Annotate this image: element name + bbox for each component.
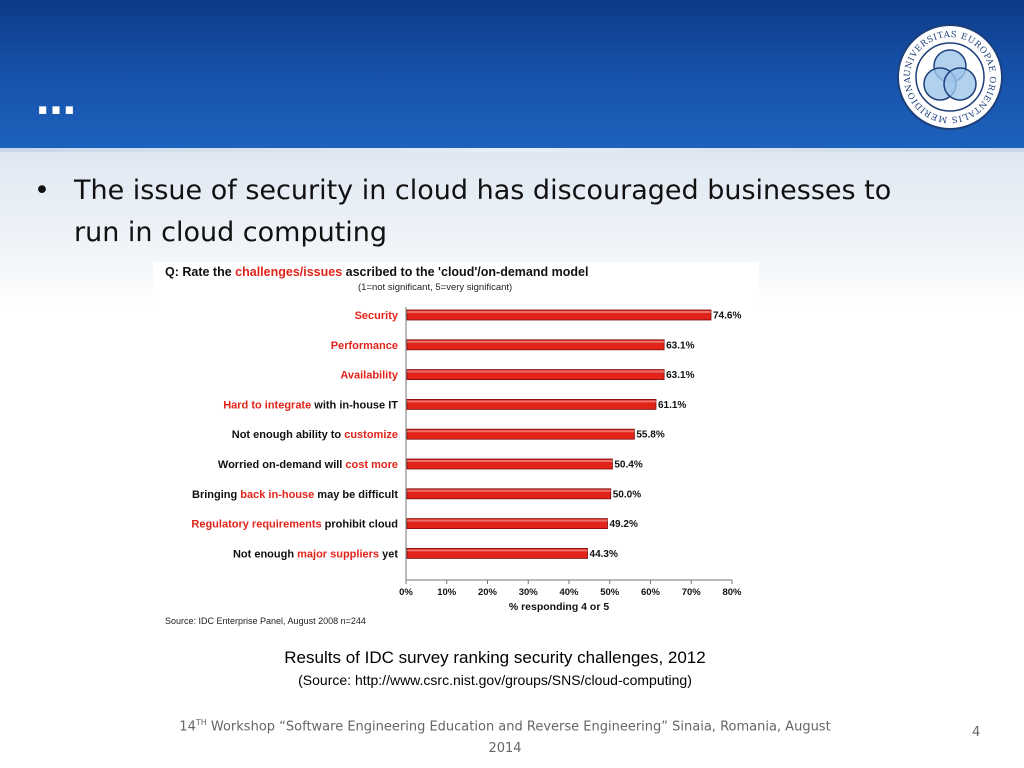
category-label-part: Bringing: [192, 489, 240, 501]
footer-superscript: TH: [195, 718, 207, 727]
chart-title-part: Q: Rate the: [165, 265, 235, 279]
data-label: 63.1%: [666, 340, 694, 351]
bar: [406, 398, 657, 410]
data-label: 44.3%: [590, 549, 618, 560]
chart-caption: Results of IDC survey ranking security c…: [284, 648, 706, 667]
bar: [406, 518, 608, 530]
category-label-part: cost more: [345, 459, 398, 471]
category-label: Performance: [331, 340, 398, 352]
bar-highlight: [407, 519, 608, 522]
category-label: Hard to integrate with in-house IT: [223, 399, 398, 411]
category-label-part: yet: [379, 548, 398, 560]
category-label-part: Not enough ability to: [232, 429, 344, 441]
category-label: Security: [355, 310, 399, 322]
category-label: Worried on-demand will cost more: [218, 459, 398, 471]
category-label-part: may be difficult: [314, 489, 398, 501]
chart-source-caption: (Source: http://www.csrc.nist.gov/groups…: [298, 672, 692, 688]
chart-subtitle: (1=not significant, 5=very significant): [358, 282, 512, 293]
bullet-dot-icon: •: [34, 175, 50, 206]
category-label-part: Not enough: [233, 548, 297, 560]
x-tick-label: 50%: [600, 587, 620, 598]
x-tick-label: 40%: [559, 587, 579, 598]
bar-highlight: [407, 340, 665, 343]
chart-image: Q: Rate the challenges/issues ascribed t…: [153, 262, 759, 632]
bar: [406, 488, 612, 500]
category-label-part: back in-house: [240, 489, 314, 501]
data-label: 55.8%: [636, 430, 664, 441]
bar: [406, 547, 588, 559]
footer-number: 14: [179, 719, 196, 735]
data-label: 74.6%: [713, 311, 741, 322]
bar-highlight: [407, 370, 665, 373]
chart-source-note: Source: IDC Enterprise Panel, August 200…: [165, 616, 366, 626]
category-label-part: Regulatory requirements: [191, 519, 321, 531]
bar-highlight: [407, 311, 711, 313]
category-label: Not enough major suppliers yet: [233, 548, 398, 560]
survey-bar-chart: Q: Rate the challenges/issues ascribed t…: [165, 265, 742, 626]
category-label-part: with in-house IT: [311, 399, 398, 411]
category-label: Bringing back in-house may be difficult: [192, 489, 398, 501]
chart-title: Q: Rate the challenges/issues ascribed t…: [165, 265, 588, 279]
data-label: 50.0%: [613, 489, 641, 500]
category-label-part: Worried on-demand will: [218, 459, 346, 471]
category-label-part: Security: [355, 310, 399, 322]
bar-highlight: [407, 489, 611, 492]
slide-footer: 14TH Workshop “Software Engineering Educ…: [170, 712, 840, 760]
bar-highlight: [407, 549, 588, 552]
bar-highlight: [407, 430, 635, 433]
university-seal-logo: UNIVERSITAS EUROPAE ORIENTALIS MERIDIONA…: [896, 18, 1003, 130]
bar: [406, 339, 665, 351]
chart-title-part: ascribed to the 'cloud'/on-demand model: [342, 265, 588, 279]
category-label-part: Availability: [340, 370, 399, 382]
x-tick-label: 60%: [641, 587, 661, 598]
header-divider: [0, 148, 1024, 152]
x-axis-label: % responding 4 or 5: [509, 601, 610, 613]
x-tick-label: 10%: [437, 587, 457, 598]
category-label-part: customize: [344, 429, 398, 441]
data-label: 63.1%: [666, 370, 694, 381]
bar: [406, 428, 635, 440]
category-label-part: Performance: [331, 340, 398, 352]
bar: [406, 458, 613, 470]
x-tick-label: 80%: [722, 587, 742, 598]
slide-title: …: [36, 78, 77, 124]
category-label: Regulatory requirements prohibit cloud: [191, 519, 398, 531]
slide-header: [0, 0, 1024, 148]
bar: [406, 309, 712, 321]
category-label: Not enough ability to customize: [232, 429, 398, 441]
category-label: Availability: [340, 370, 399, 382]
bar-highlight: [407, 460, 613, 462]
bar: [406, 369, 665, 380]
x-tick-label: 20%: [478, 587, 498, 598]
category-label-part: prohibit cloud: [322, 519, 398, 531]
category-label-part: major suppliers: [297, 548, 379, 560]
x-tick-label: 70%: [682, 587, 702, 598]
chart-title-part: challenges/issues: [235, 265, 342, 279]
data-label: 49.2%: [609, 519, 637, 530]
x-tick-label: 30%: [519, 587, 539, 598]
data-label: 61.1%: [658, 400, 686, 411]
data-label: 50.4%: [614, 460, 642, 471]
footer-text: Workshop “Software Engineering Education…: [206, 719, 831, 757]
bar-highlight: [407, 400, 656, 403]
category-label-part: Hard to integrate: [223, 399, 311, 411]
x-tick-label: 0%: [399, 587, 413, 598]
page-number: 4: [972, 725, 981, 740]
bullet-text: The issue of security in cloud has disco…: [74, 175, 892, 248]
